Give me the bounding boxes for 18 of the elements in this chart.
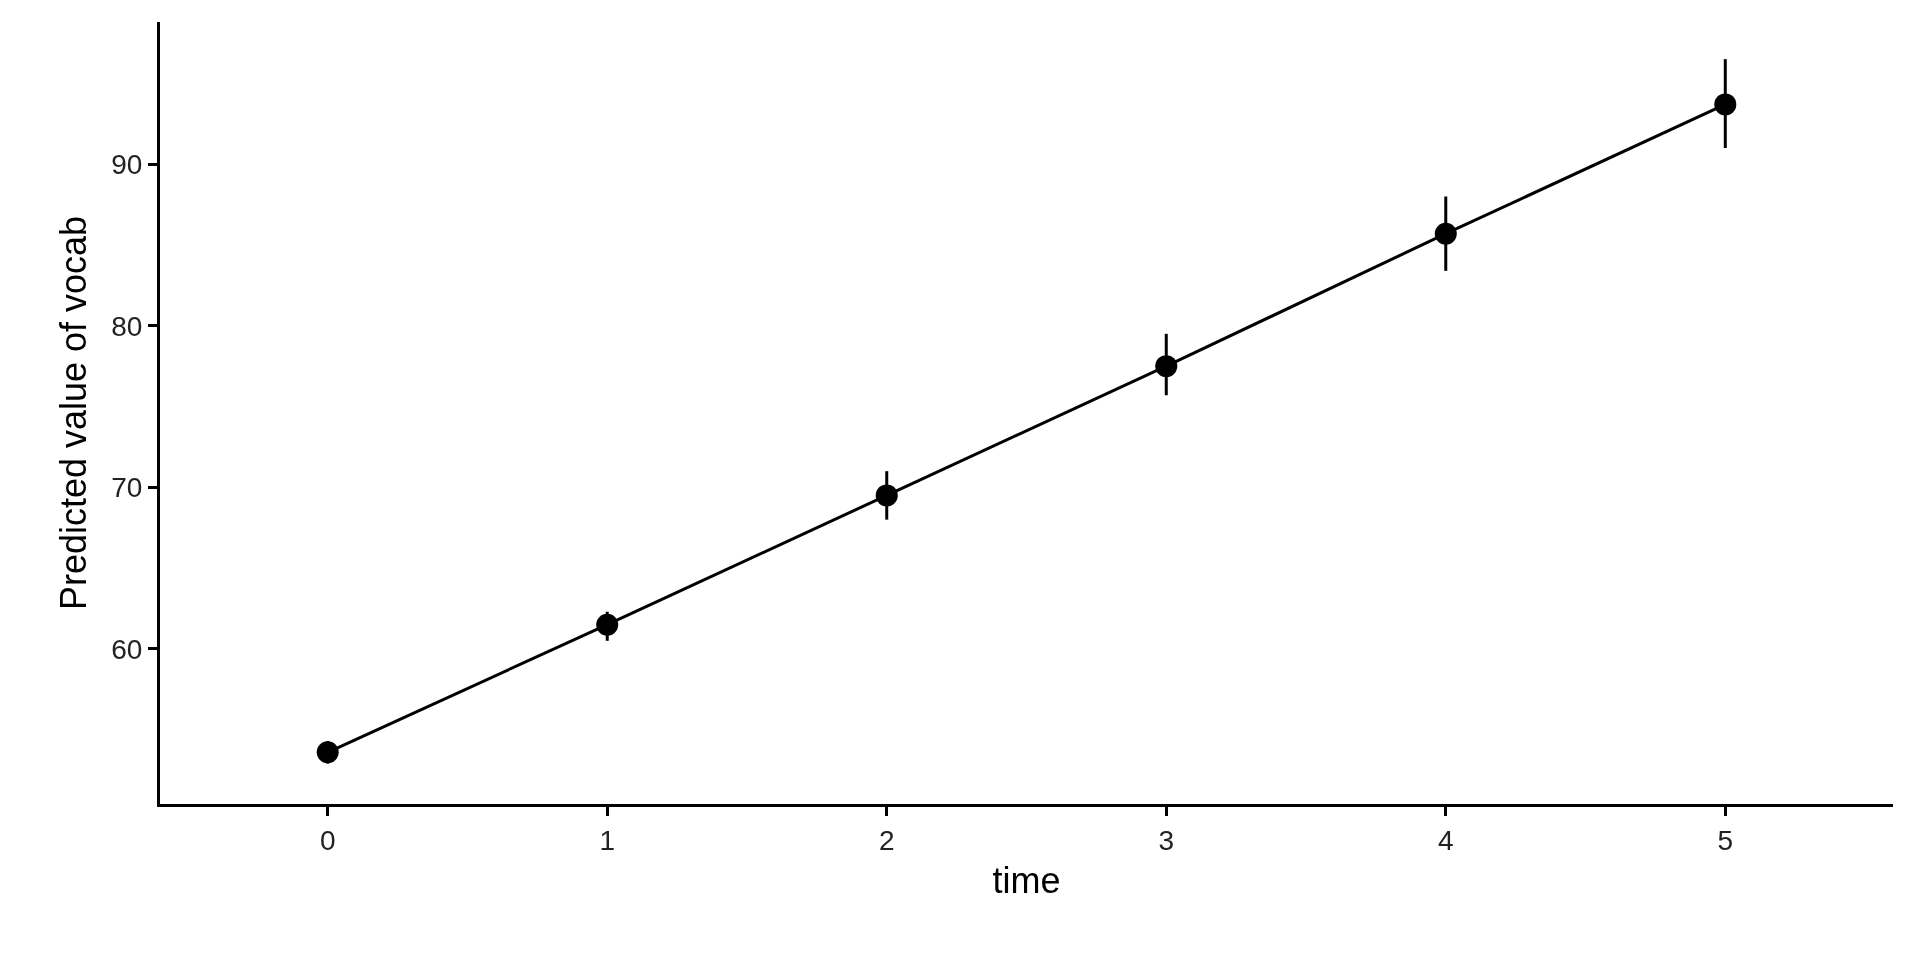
point — [1434, 222, 1457, 245]
x-tick-label: 2 — [878, 824, 895, 856]
x-tick-label: 3 — [1158, 824, 1175, 856]
x-tick-label: 5 — [1717, 824, 1734, 856]
y-axis-title: Predicted value of vocab — [53, 215, 95, 611]
point — [1714, 93, 1737, 116]
point — [596, 613, 619, 636]
x-axis-title: time — [992, 860, 1061, 902]
x-tick-label: 4 — [1437, 824, 1454, 856]
point — [875, 484, 898, 507]
x-tick-label: 1 — [599, 824, 616, 856]
y-tick-label: 70 — [111, 472, 143, 504]
x-tick-label: 0 — [319, 824, 336, 856]
y-tick-label: 80 — [111, 310, 143, 342]
y-tick-label: 90 — [111, 148, 143, 180]
y-tick-label: 60 — [111, 633, 143, 665]
point — [1155, 355, 1178, 378]
point — [316, 741, 339, 764]
